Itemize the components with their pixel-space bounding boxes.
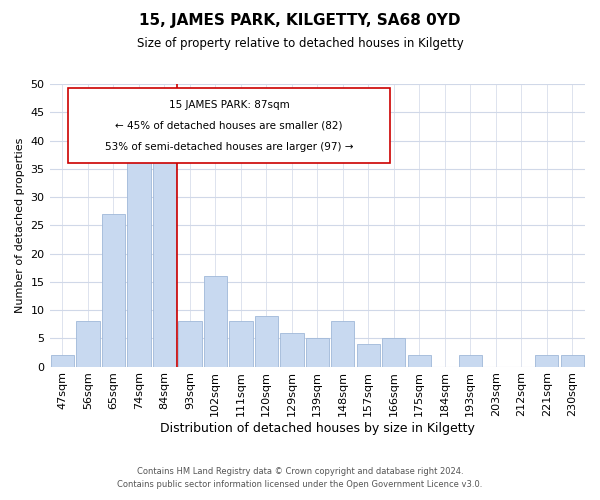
Y-axis label: Number of detached properties: Number of detached properties [15, 138, 25, 313]
Bar [50, 356, 74, 366]
Bar [331, 322, 355, 366]
Bar [76, 322, 100, 366]
Bar [407, 356, 431, 366]
Text: 15, JAMES PARK, KILGETTY, SA68 0YD: 15, JAMES PARK, KILGETTY, SA68 0YD [139, 12, 461, 28]
Text: 53% of semi-detached houses are larger (97) →: 53% of semi-detached houses are larger (… [104, 142, 353, 152]
Bar [203, 276, 227, 366]
Bar [101, 214, 125, 366]
FancyBboxPatch shape [68, 88, 389, 163]
Bar [229, 322, 253, 366]
Text: 15 JAMES PARK: 87sqm: 15 JAMES PARK: 87sqm [169, 100, 289, 110]
Bar [178, 322, 202, 366]
Bar [127, 140, 151, 366]
Bar [356, 344, 380, 366]
Text: Size of property relative to detached houses in Kilgetty: Size of property relative to detached ho… [137, 38, 463, 51]
Bar [535, 356, 559, 366]
Bar [382, 338, 406, 366]
Bar [280, 332, 304, 366]
Bar [560, 356, 584, 366]
Text: ← 45% of detached houses are smaller (82): ← 45% of detached houses are smaller (82… [115, 120, 343, 130]
Bar [254, 316, 278, 366]
Text: Contains HM Land Registry data © Crown copyright and database right 2024.
Contai: Contains HM Land Registry data © Crown c… [118, 467, 482, 489]
Bar [305, 338, 329, 366]
Bar [458, 356, 482, 366]
X-axis label: Distribution of detached houses by size in Kilgetty: Distribution of detached houses by size … [160, 422, 475, 435]
Bar [152, 158, 176, 366]
